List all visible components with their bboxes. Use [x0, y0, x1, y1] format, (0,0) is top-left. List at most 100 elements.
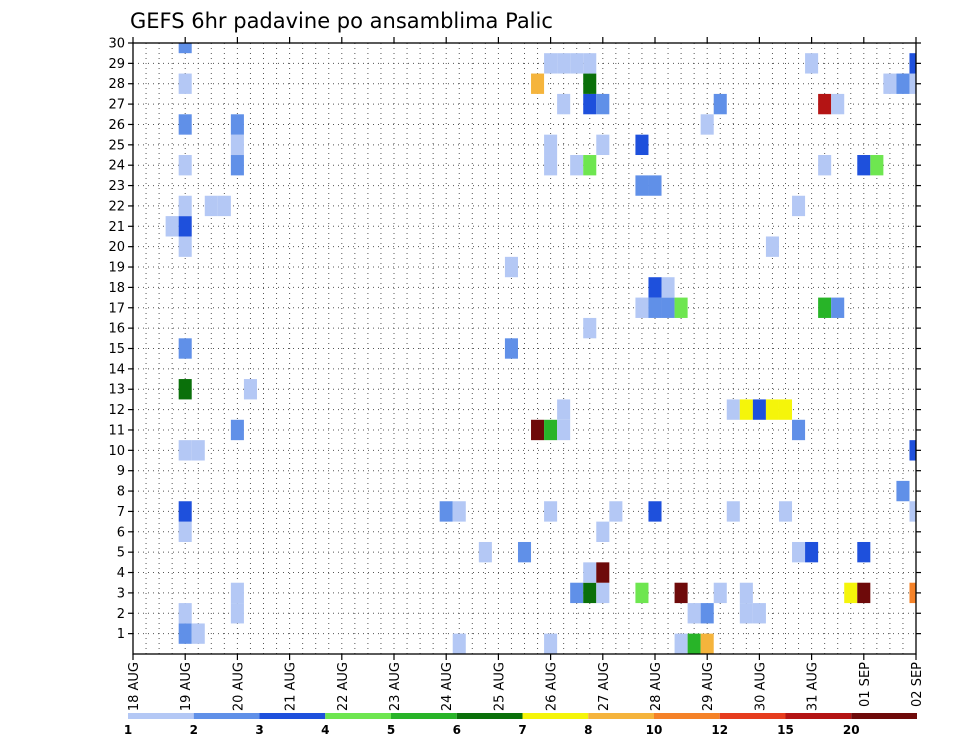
heatmap-cell [792, 541, 806, 563]
heatmap-cell [230, 603, 244, 624]
heatmap-cell [570, 582, 584, 604]
heatmap-cell [700, 114, 714, 135]
chart-title: GEFS 6hr padavine po ansamblima Palic [130, 9, 553, 33]
heatmap-cell [544, 501, 558, 522]
heatmap-cell [165, 216, 179, 237]
heatmap-cell [792, 419, 806, 441]
heatmap-cell [648, 297, 662, 318]
heatmap-cell [909, 440, 916, 461]
heatmap-cell [635, 175, 649, 196]
heatmap-cell [700, 633, 714, 654]
heatmap-cell [765, 236, 779, 257]
y-tick-label: 27 [108, 98, 125, 113]
heatmap-cell [178, 216, 192, 237]
heatmap-cell [230, 114, 244, 135]
y-tick-label: 22 [108, 199, 125, 214]
y-tick-label: 25 [108, 138, 125, 153]
heatmap-cell [596, 521, 610, 542]
colorbar-swatch [719, 713, 786, 719]
heatmap-cell [178, 440, 192, 461]
y-tick-label: 21 [108, 220, 125, 235]
y-tick-label: 14 [108, 362, 125, 377]
y-tick-label: 15 [108, 342, 125, 357]
heatmap-cell [857, 541, 871, 563]
x-tick-label: 22 AUG [336, 662, 351, 711]
colorbar-label: 5 [387, 723, 395, 737]
heatmap-cell [178, 155, 192, 176]
heatmap-cell [583, 73, 597, 94]
heatmap-cell [478, 541, 492, 563]
y-tick-label: 8 [117, 485, 125, 500]
heatmap-cell [909, 73, 916, 94]
heatmap-cell [883, 73, 897, 94]
heatmap-cell [818, 297, 832, 318]
heatmap-cell [661, 277, 675, 298]
heatmap-cell [544, 419, 558, 441]
heatmap-cell [517, 541, 532, 563]
heatmap-cell [896, 73, 910, 94]
heatmap-cell [687, 633, 701, 654]
heatmap-cell [570, 155, 584, 176]
heatmap-cell [178, 379, 192, 400]
y-tick-label: 3 [117, 586, 125, 601]
y-tick-label: 11 [108, 423, 125, 438]
heatmap-cell [909, 501, 916, 522]
heatmap-cell [557, 93, 571, 115]
x-tick-label: 25 AUG [492, 662, 507, 711]
heatmap-cell [792, 195, 806, 217]
heatmap-cell [178, 338, 192, 359]
x-tick-label: 24 AUG [440, 662, 455, 711]
y-tick-label: 29 [108, 57, 125, 72]
y-tick-label: 20 [108, 240, 125, 255]
y-tick-label: 2 [117, 607, 125, 622]
y-tick-label: 9 [117, 464, 125, 479]
heatmap-cell [230, 419, 244, 441]
heatmap-cell [778, 399, 793, 420]
heatmap-cell [243, 379, 257, 400]
y-tick-label: 28 [108, 77, 125, 92]
colorbar-label: 10 [646, 723, 663, 737]
heatmap-cell [818, 93, 832, 115]
heatmap-cell [687, 603, 701, 624]
heatmap-cell [778, 501, 793, 522]
colorbar-swatch [325, 713, 391, 719]
colorbar: 1 2 3 4 5 6 7 8 10 12 15 20 [124, 713, 917, 737]
x-tick-label: 27 AUG [597, 662, 612, 711]
heatmap-cell [452, 633, 466, 654]
heatmap-cell [439, 501, 453, 522]
heatmap-cell [739, 399, 753, 420]
heatmap-cell [544, 155, 558, 176]
heatmap-cell [805, 53, 819, 74]
heatmap-cell [805, 541, 819, 563]
y-tick-label: 26 [108, 118, 125, 133]
heatmap-cell [557, 399, 571, 420]
heatmap-cell [583, 562, 597, 583]
heatmap-cell [648, 501, 662, 522]
x-tick-label: 26 AUG [545, 662, 560, 711]
y-tick-label: 17 [108, 301, 125, 316]
x-tick-label: 19 AUG [179, 662, 194, 711]
heatmap-cell [583, 53, 597, 74]
heatmap-cell [583, 93, 597, 115]
y-tick-label: 16 [108, 322, 125, 337]
colorbar-swatch [128, 713, 194, 719]
heatmap-cell [674, 582, 688, 604]
y-tick-label: 30 [108, 37, 125, 52]
y-tick-label: 6 [117, 525, 125, 540]
heatmap-cell [531, 73, 545, 94]
heatmap-cell [230, 582, 244, 604]
x-tick-label: 30 AUG [753, 662, 768, 711]
heatmap-cell [178, 236, 192, 257]
y-tick-label: 4 [117, 566, 125, 581]
heatmap-cell [504, 256, 518, 278]
heatmap-cell [674, 297, 688, 318]
colorbar-swatch [522, 713, 589, 719]
colorbar-swatch [785, 713, 852, 719]
heatmap-cell [726, 501, 740, 522]
heatmap-cell [857, 582, 871, 604]
colorbar-swatch [851, 713, 917, 719]
y-tick-label: 24 [108, 159, 125, 174]
heatmap-cell [596, 562, 610, 583]
heatmap-cell [452, 501, 466, 522]
colorbar-label: 20 [843, 723, 860, 737]
